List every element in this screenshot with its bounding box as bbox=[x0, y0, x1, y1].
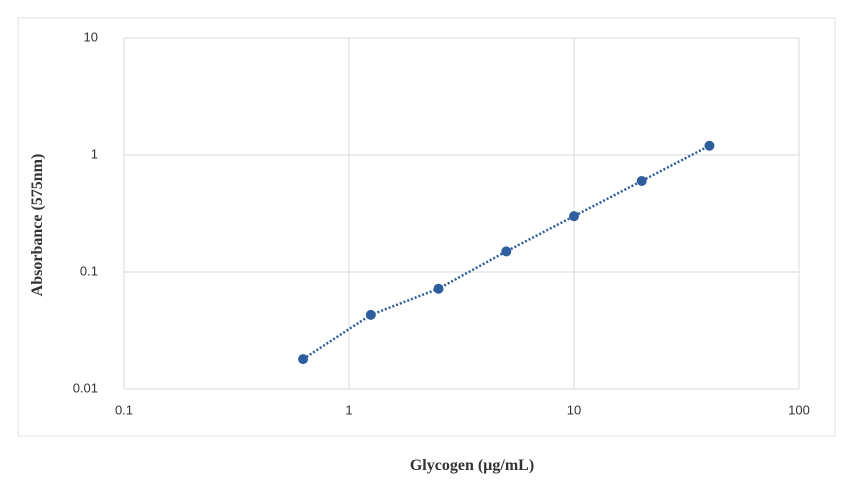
chart-frame bbox=[17, 17, 836, 437]
data-point bbox=[704, 140, 715, 151]
x-tick-label: 1 bbox=[345, 402, 352, 417]
data-point bbox=[569, 211, 579, 222]
data-point bbox=[636, 175, 647, 186]
y-tick-label: 0.01 bbox=[73, 380, 98, 395]
y-tick-label: 10 bbox=[84, 29, 98, 44]
y-axis-title: Absorbance (575nm) bbox=[29, 154, 46, 297]
x-tick-label: 100 bbox=[788, 402, 810, 417]
data-point bbox=[365, 309, 376, 320]
data-point bbox=[298, 354, 309, 365]
y-tick-label: 0.1 bbox=[80, 263, 98, 278]
data-point bbox=[501, 246, 512, 257]
data-point bbox=[433, 283, 444, 294]
y-tick-label: 1 bbox=[91, 146, 98, 161]
x-tick-label: 10 bbox=[567, 402, 581, 417]
x-axis-title: Glycogen (µg/mL) bbox=[410, 457, 534, 474]
x-tick-label: 0.1 bbox=[115, 402, 133, 417]
